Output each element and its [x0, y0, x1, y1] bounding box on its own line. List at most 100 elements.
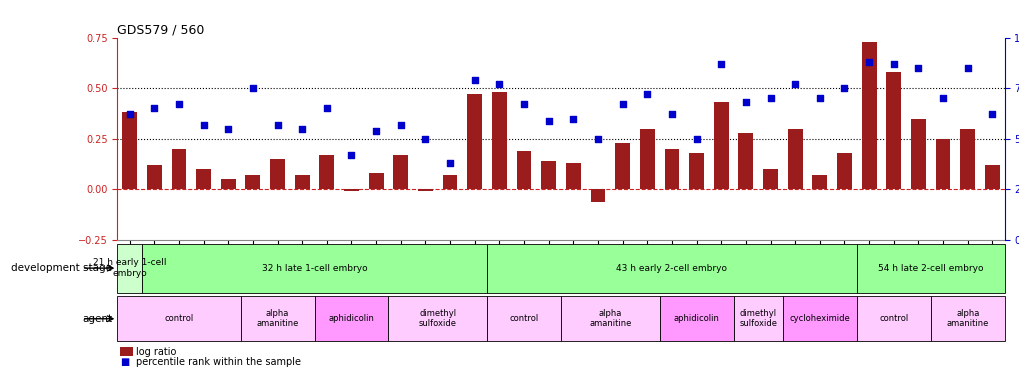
Bar [811, 175, 826, 189]
Text: log ratio: log ratio [136, 347, 176, 357]
Bar [787, 129, 802, 189]
Point [836, 85, 852, 91]
Point [787, 81, 803, 87]
Bar [934, 139, 950, 189]
Text: aphidicolin: aphidicolin [328, 314, 374, 323]
Bar [783, 296, 856, 341]
Bar [861, 42, 875, 189]
Text: dimethyl
sulfoxide: dimethyl sulfoxide [739, 309, 776, 328]
Point [589, 136, 605, 142]
Point [860, 59, 876, 65]
Text: agent: agent [82, 314, 112, 324]
Bar [930, 296, 1004, 341]
Bar [886, 72, 901, 189]
Bar [910, 118, 925, 189]
Bar [418, 189, 432, 191]
Bar [122, 112, 137, 189]
Point [146, 105, 162, 111]
Bar [196, 169, 211, 189]
Text: control: control [508, 314, 538, 323]
Bar [733, 296, 783, 341]
Point [761, 95, 777, 101]
Bar [491, 92, 506, 189]
Bar [689, 153, 703, 189]
Point [318, 105, 334, 111]
Point [196, 122, 212, 128]
Bar [369, 173, 383, 189]
Point [368, 128, 384, 134]
Text: ■: ■ [119, 357, 129, 367]
Bar [566, 163, 580, 189]
Text: 54 h late 2-cell embryo: 54 h late 2-cell embryo [877, 264, 982, 273]
Bar [560, 296, 659, 341]
Bar [117, 244, 142, 292]
Bar [117, 296, 240, 341]
Bar [856, 244, 1004, 292]
Point [343, 152, 360, 158]
Bar [516, 151, 531, 189]
Point [516, 101, 532, 107]
Point [663, 111, 680, 117]
Text: cycloheximide: cycloheximide [789, 314, 850, 323]
Text: alpha
amanitine: alpha amanitine [946, 309, 988, 328]
Point [983, 111, 1000, 117]
Bar [294, 175, 310, 189]
Point [884, 61, 901, 67]
Text: 32 h late 1-cell embryo: 32 h late 1-cell embryo [262, 264, 367, 273]
Bar [664, 149, 679, 189]
Bar [713, 102, 728, 189]
Bar [738, 133, 753, 189]
Text: 43 h early 2-cell embryo: 43 h early 2-cell embryo [615, 264, 727, 273]
Bar [221, 179, 235, 189]
Text: alpha
amanitine: alpha amanitine [589, 309, 631, 328]
Point [565, 116, 581, 122]
Text: control: control [164, 314, 194, 323]
Point [392, 122, 409, 128]
Text: GDS579 / 560: GDS579 / 560 [117, 23, 205, 36]
Text: dimethyl
sulfoxide: dimethyl sulfoxide [419, 309, 457, 328]
Text: control: control [878, 314, 908, 323]
Bar [639, 129, 654, 189]
Bar [837, 153, 851, 189]
Text: 21 h early 1-cell
embryo: 21 h early 1-cell embryo [93, 258, 166, 278]
Point [220, 126, 236, 132]
Point [121, 111, 138, 117]
Point [811, 95, 827, 101]
Bar [171, 149, 186, 189]
Bar [147, 165, 162, 189]
Bar [541, 161, 555, 189]
Bar [314, 296, 388, 341]
Point [540, 117, 556, 123]
Bar [393, 155, 408, 189]
Point [293, 126, 310, 132]
Bar [960, 129, 974, 189]
Bar [319, 155, 334, 189]
Bar [856, 296, 929, 341]
Point [491, 81, 507, 87]
Text: development stage: development stage [11, 263, 112, 273]
Point [417, 136, 433, 142]
Bar [659, 296, 733, 341]
Point [737, 99, 753, 105]
Point [934, 95, 951, 101]
Point [712, 61, 729, 67]
Bar [487, 244, 856, 292]
Point [170, 101, 186, 107]
Bar [388, 296, 487, 341]
Point [909, 65, 925, 71]
Bar [142, 244, 487, 292]
Bar [442, 175, 457, 189]
Bar [487, 296, 560, 341]
Bar [240, 296, 314, 341]
Bar [590, 189, 605, 201]
Point [441, 160, 458, 166]
Point [639, 91, 655, 97]
Point [269, 122, 285, 128]
Text: alpha
amanitine: alpha amanitine [256, 309, 299, 328]
Point [245, 85, 261, 91]
Text: aphidicolin: aphidicolin [673, 314, 718, 323]
Bar [614, 143, 630, 189]
Bar [984, 165, 999, 189]
Bar [762, 169, 777, 189]
Bar [246, 175, 260, 189]
